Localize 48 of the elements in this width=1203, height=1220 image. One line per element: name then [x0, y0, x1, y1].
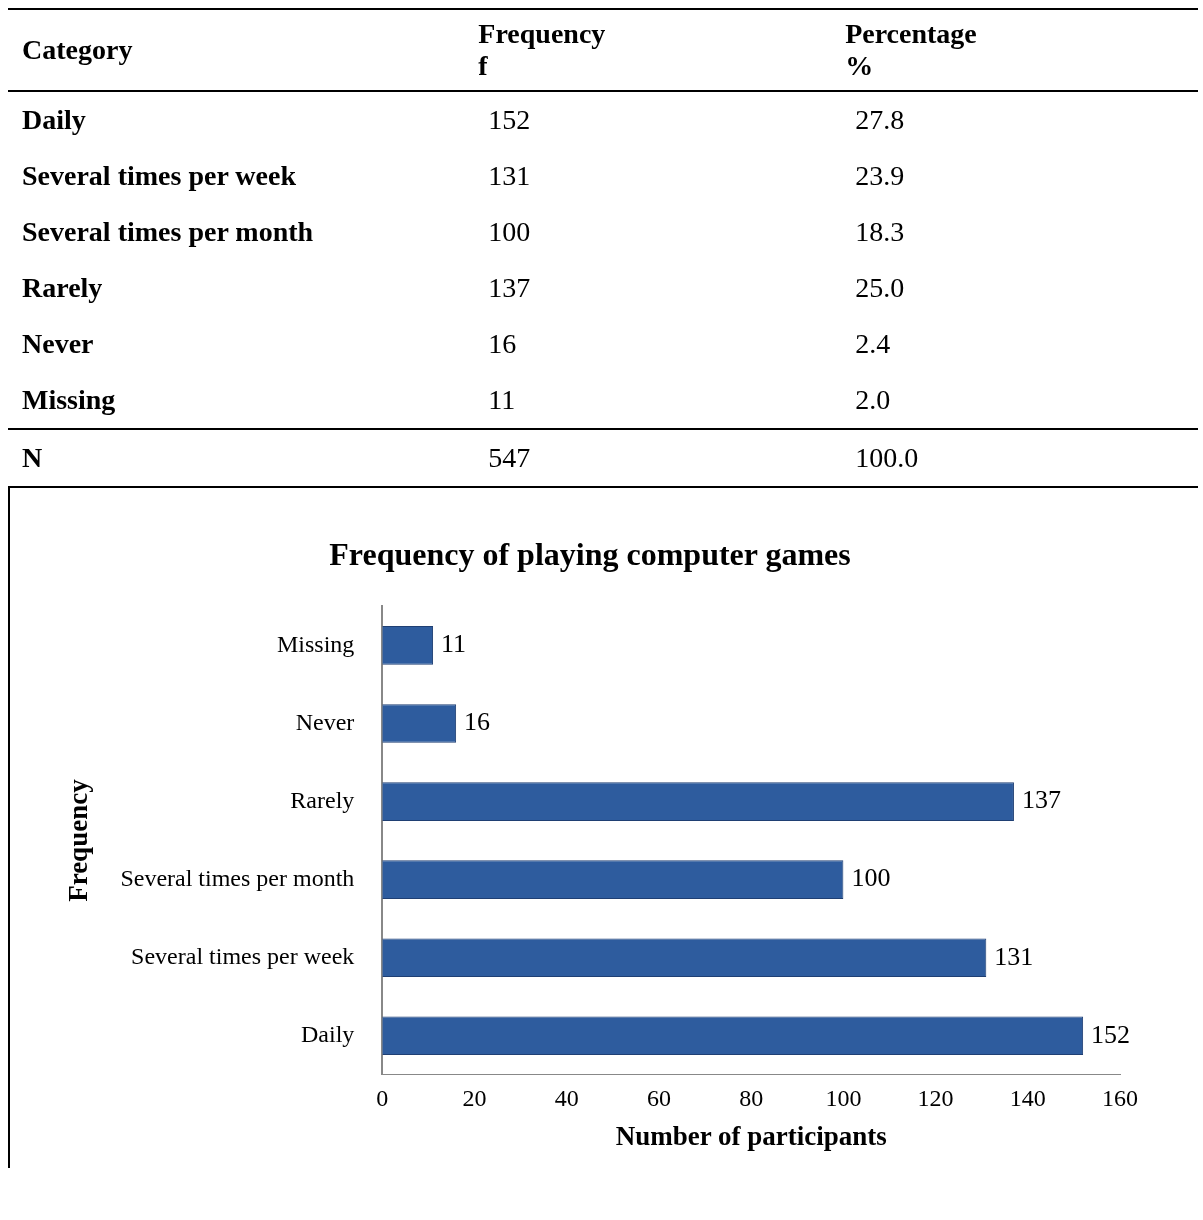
x-tick-label: 0	[376, 1085, 389, 1112]
category-label: Several times per month	[21, 215, 315, 249]
data-label: 100	[487, 215, 532, 249]
data-label: 2.0	[854, 383, 892, 417]
category-label: Never	[21, 327, 95, 361]
y-tick-label: Missing	[276, 630, 355, 657]
x-tick-label: 40	[554, 1085, 579, 1112]
y-tick-label: Never	[295, 708, 355, 735]
y-tick-label: Daily	[301, 1021, 355, 1048]
data-label: 152	[1091, 1019, 1131, 1049]
x-tick-label: 20	[462, 1085, 487, 1112]
data-label: 100	[851, 863, 891, 893]
text: Frequency f	[478, 18, 606, 82]
x-tick-label: 100	[825, 1085, 862, 1112]
data-label: 27.8	[854, 103, 906, 137]
data-label: 2.4	[854, 327, 892, 361]
category-label: Missing	[21, 383, 117, 417]
x-tick-label: 140	[1009, 1085, 1046, 1112]
y-tick-label: Several times per week	[131, 943, 355, 969]
x-tick-label: 160	[1102, 1085, 1138, 1112]
data-label: 25.0	[854, 271, 906, 305]
data-label: 131	[487, 159, 532, 193]
x-tick-label: 80	[739, 1085, 764, 1112]
data-label: 547	[487, 441, 532, 475]
text: Category	[21, 33, 134, 67]
category-label: Daily	[21, 103, 87, 137]
data-label: 131	[994, 941, 1034, 971]
category-label: Several times per week	[21, 159, 297, 193]
data-label: 16	[487, 327, 518, 361]
y-axis-title: Frequency	[63, 778, 94, 902]
x-tick-label: 60	[646, 1085, 671, 1112]
category-label: Rarely	[21, 271, 104, 305]
x-tick-label: 120	[917, 1085, 954, 1112]
chart-title: Frequency of playing computer games	[329, 536, 851, 573]
data-label: 11	[441, 629, 467, 659]
data-label: 18.3	[854, 215, 906, 249]
text: Percentage %	[845, 18, 977, 82]
y-tick-label: Several times per month	[120, 864, 355, 891]
data-label: 11	[487, 383, 517, 417]
data-label: 137	[1021, 785, 1061, 815]
data-label: 137	[487, 271, 532, 305]
x-axis-title: Number of participants	[615, 1120, 887, 1151]
data-label: 152	[487, 103, 532, 137]
data-label: 100.0	[854, 441, 920, 475]
y-tick-label: Rarely	[290, 786, 355, 813]
category-label: N	[21, 441, 44, 475]
data-label: 16	[464, 707, 491, 737]
data-label: 23.9	[854, 159, 906, 193]
